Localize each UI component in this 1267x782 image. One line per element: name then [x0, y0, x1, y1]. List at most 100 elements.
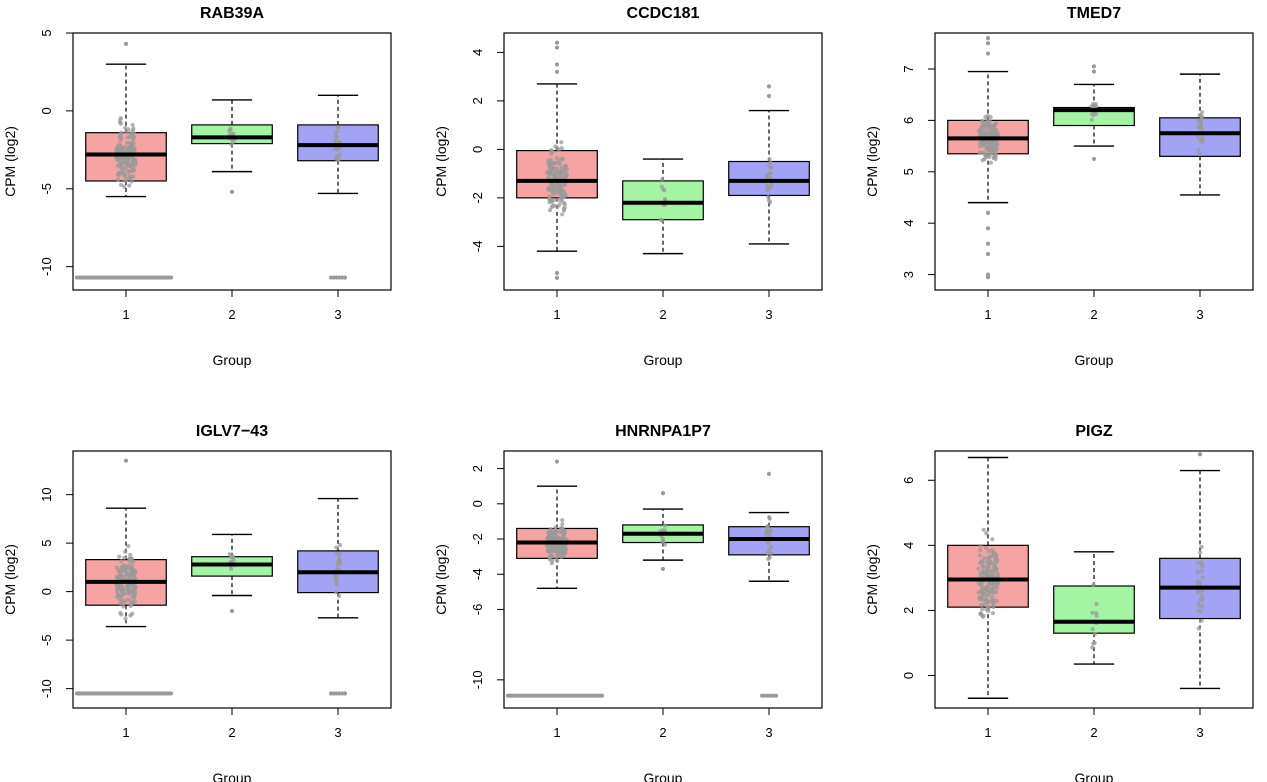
y-axis-label: CPM (log2) [2, 126, 18, 197]
data-point [662, 528, 667, 533]
data-point [131, 139, 136, 144]
data-point [119, 165, 125, 170]
data-point [555, 170, 560, 175]
data-point [131, 130, 136, 136]
data-point [118, 610, 123, 616]
data-point [560, 550, 565, 555]
panel-5: HNRNPA1P7 Group CPM (log2) 2 0 -2 -4 -6 -10 1 2 3 [433, 423, 823, 782]
plot-frame [503, 32, 823, 291]
x-axis-label: Group [1075, 770, 1114, 782]
data-point [333, 574, 339, 579]
data-point [559, 146, 564, 151]
outlier-point [766, 93, 772, 99]
data-point [1195, 590, 1200, 595]
data-point [560, 518, 565, 523]
data-point [976, 566, 981, 571]
data-point [982, 591, 987, 596]
data-point [132, 584, 137, 589]
data-point [334, 155, 339, 160]
panel-1: RAB39A Group CPM (log2) 5 0 -5 -10 1 2 3 [2, 5, 392, 368]
data-point [988, 569, 994, 575]
data-point [561, 189, 566, 194]
data-point [119, 584, 124, 589]
data-point [114, 565, 119, 570]
data-point [982, 142, 987, 147]
data-point [983, 586, 988, 591]
y-tick-label: -5 [39, 634, 54, 646]
data-point [334, 551, 339, 556]
data-point [115, 148, 121, 154]
data-point [553, 535, 559, 540]
data-point [990, 600, 995, 605]
data-point [977, 596, 982, 602]
data-point [549, 561, 555, 566]
data-point [551, 546, 557, 552]
x-tick-label: 1 [984, 307, 991, 322]
y-tick-label: 6 [901, 477, 916, 484]
data-point [993, 121, 999, 126]
data-point [557, 161, 562, 167]
data-point [557, 158, 562, 163]
data-point [990, 611, 996, 616]
data-point [130, 611, 135, 616]
data-point [555, 550, 560, 555]
floor-point [168, 275, 174, 280]
data-point [1092, 631, 1098, 637]
data-point [124, 572, 130, 578]
data-point [551, 161, 557, 166]
data-point [978, 150, 983, 155]
data-point [117, 597, 122, 602]
data-point [123, 567, 128, 572]
data-point [662, 187, 667, 193]
data-point [1090, 626, 1095, 632]
y-tick-label: -10 [39, 257, 54, 276]
x-tick-label: 3 [1196, 725, 1203, 740]
data-point [118, 182, 124, 187]
data-point [982, 555, 987, 561]
data-point [555, 558, 560, 564]
panel-title: HNRNPA1P7 [615, 423, 711, 440]
data-point [335, 582, 340, 587]
x-axis-label: Group [1075, 352, 1114, 368]
data-point [118, 116, 123, 121]
x-tick-label: 2 [228, 307, 235, 322]
data-point [119, 559, 124, 564]
y-tick-label: -10 [39, 679, 54, 698]
data-point [995, 140, 1000, 145]
data-point [982, 157, 987, 162]
y-tick-label: -4 [470, 568, 485, 580]
panel-4: IGLV7−43 Group CPM (log2) 10 5 0 -5 -10 1 2 3 [2, 423, 392, 782]
data-point [122, 591, 127, 596]
data-point [765, 175, 771, 180]
data-point [659, 218, 664, 223]
data-point [547, 208, 553, 213]
y-tick-label: 5 [39, 29, 54, 36]
y-tick-label: 6 [901, 117, 916, 124]
y-tick-label: 4 [901, 542, 916, 549]
data-point [127, 141, 133, 146]
data-point [986, 581, 991, 587]
data-point [545, 544, 550, 549]
data-point [123, 173, 128, 178]
outlier-point [660, 566, 666, 572]
data-point [228, 566, 234, 571]
data-point [978, 574, 983, 579]
y-tick-label: 2 [470, 465, 485, 472]
data-point [978, 611, 984, 616]
data-point [547, 196, 552, 201]
panel-3: TMED7 Group CPM (log2) 3 4 5 6 7 1 2 3 [864, 5, 1254, 368]
y-tick-label: 10 [39, 487, 54, 501]
data-point [765, 540, 771, 546]
data-point [231, 131, 236, 136]
data-point [765, 187, 770, 192]
outlier-point [985, 251, 991, 257]
data-point [548, 187, 553, 192]
data-point [766, 195, 771, 200]
data-point [227, 552, 232, 557]
data-point [981, 527, 986, 532]
data-point [990, 124, 995, 129]
x-tick-label: 1 [553, 307, 560, 322]
data-point [548, 544, 553, 549]
data-point [123, 125, 128, 130]
y-axis-label: CPM (log2) [433, 126, 449, 197]
